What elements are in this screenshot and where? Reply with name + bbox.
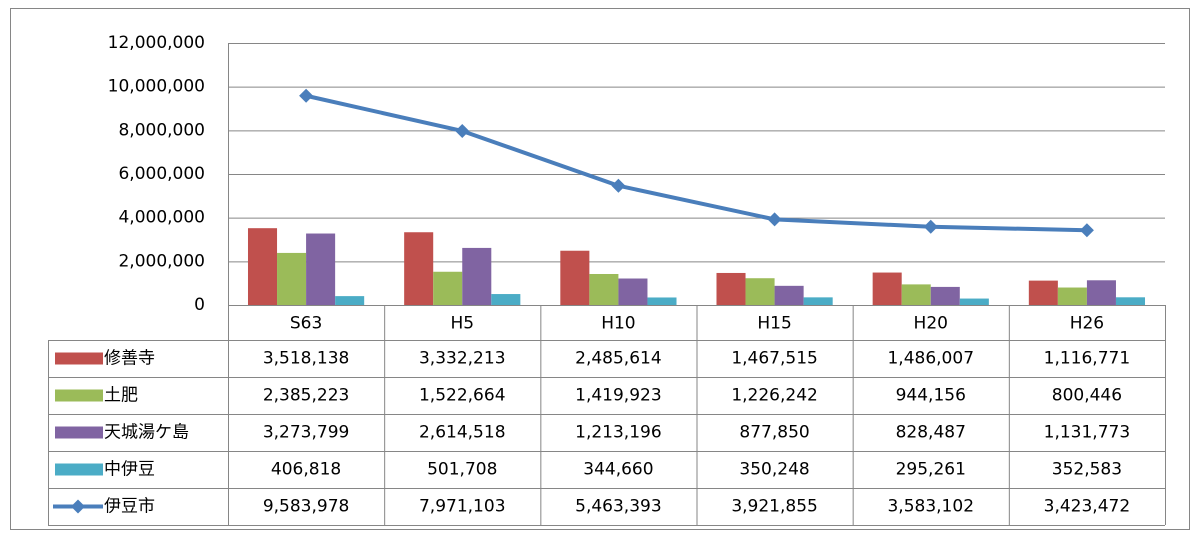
bar — [618, 278, 648, 305]
legend-key — [55, 463, 103, 476]
bar — [404, 232, 434, 305]
bar — [647, 297, 677, 305]
bar — [803, 297, 833, 305]
bar — [277, 252, 307, 305]
bar — [745, 278, 775, 305]
bar — [335, 296, 365, 305]
table-value: 9,583,978 — [263, 497, 350, 517]
bar — [306, 233, 336, 305]
bar — [560, 250, 590, 305]
table-value: 3,273,799 — [263, 423, 350, 443]
table-value: 1,419,923 — [575, 386, 662, 406]
bar — [247, 228, 278, 305]
x-tick-label: H26 — [1070, 314, 1104, 334]
bar — [930, 286, 960, 305]
legend-key-marker — [71, 499, 85, 514]
table-value: 5,463,393 — [575, 497, 662, 517]
table-value: 501,708 — [427, 460, 497, 480]
bar — [462, 247, 492, 305]
table-value: 3,332,213 — [419, 349, 506, 369]
y-tick-label: 4,000,000 — [118, 208, 205, 228]
x-tick-label: H10 — [601, 314, 635, 334]
bar — [589, 273, 619, 305]
legend-key — [55, 389, 103, 402]
line-marker — [1079, 223, 1094, 238]
legend-key — [55, 352, 103, 365]
legend-label: 修善寺 — [104, 349, 155, 369]
y-tick-label: 10,000,000 — [108, 77, 205, 97]
bar — [1057, 287, 1087, 305]
legend-label: 中伊豆 — [104, 460, 155, 480]
table-value: 1,213,196 — [575, 423, 662, 443]
table-value: 3,423,472 — [1044, 497, 1131, 517]
table-value: 295,261 — [896, 460, 966, 480]
table-value: 3,921,855 — [731, 497, 818, 517]
table-value: 944,156 — [896, 386, 966, 406]
line-marker — [767, 212, 782, 227]
legend-label: 土肥 — [104, 386, 138, 406]
bar — [1086, 280, 1116, 305]
y-tick-label: 12,000,000 — [108, 33, 205, 53]
table-value: 344,660 — [583, 460, 653, 480]
table-value: 1,522,664 — [419, 386, 506, 406]
table-value: 1,131,773 — [1044, 423, 1131, 443]
chart-border — [10, 8, 1190, 530]
line — [305, 93, 1087, 233]
table-value: 3,583,102 — [887, 497, 974, 517]
table-value: 352,583 — [1052, 460, 1122, 480]
bar — [774, 285, 804, 305]
table-value: 2,485,614 — [575, 349, 662, 369]
x-tick-label: H20 — [914, 314, 948, 334]
table-value: 2,614,518 — [419, 423, 506, 443]
bar — [433, 271, 463, 305]
bar — [872, 272, 902, 305]
x-tick-label: H5 — [450, 314, 474, 334]
table-value: 2,385,223 — [263, 386, 350, 406]
line-marker — [299, 88, 314, 103]
bar — [1115, 297, 1146, 305]
line-marker — [923, 219, 938, 234]
legend-label: 天城湯ケ島 — [104, 423, 189, 443]
table-value: 3,518,138 — [263, 349, 350, 369]
legend-label: 伊豆市 — [104, 497, 155, 517]
y-tick-label: 2,000,000 — [118, 251, 205, 271]
table-value: 1,467,515 — [731, 349, 818, 369]
x-tick-label: S63 — [290, 314, 322, 334]
line-marker — [611, 178, 626, 193]
x-tick-label: H15 — [757, 314, 791, 334]
bar — [716, 272, 746, 305]
bar — [1028, 280, 1058, 305]
table-value: 828,487 — [896, 423, 966, 443]
line-marker — [455, 123, 470, 138]
legend-key — [55, 426, 103, 439]
table-value: 406,818 — [271, 460, 341, 480]
table-value: 7,971,103 — [419, 497, 506, 517]
table-value: 350,248 — [739, 460, 809, 480]
bar — [959, 298, 989, 305]
y-tick-label: 6,000,000 — [118, 164, 205, 184]
table-value: 1,226,242 — [731, 386, 818, 406]
table-value: 1,486,007 — [887, 349, 974, 369]
bar — [901, 284, 931, 305]
table-value: 800,446 — [1052, 386, 1122, 406]
table-value: 877,850 — [739, 423, 809, 443]
table-value: 1,116,771 — [1044, 349, 1131, 369]
y-tick-label: 0 — [194, 295, 205, 315]
y-tick-label: 8,000,000 — [118, 120, 205, 140]
bar — [491, 294, 521, 305]
